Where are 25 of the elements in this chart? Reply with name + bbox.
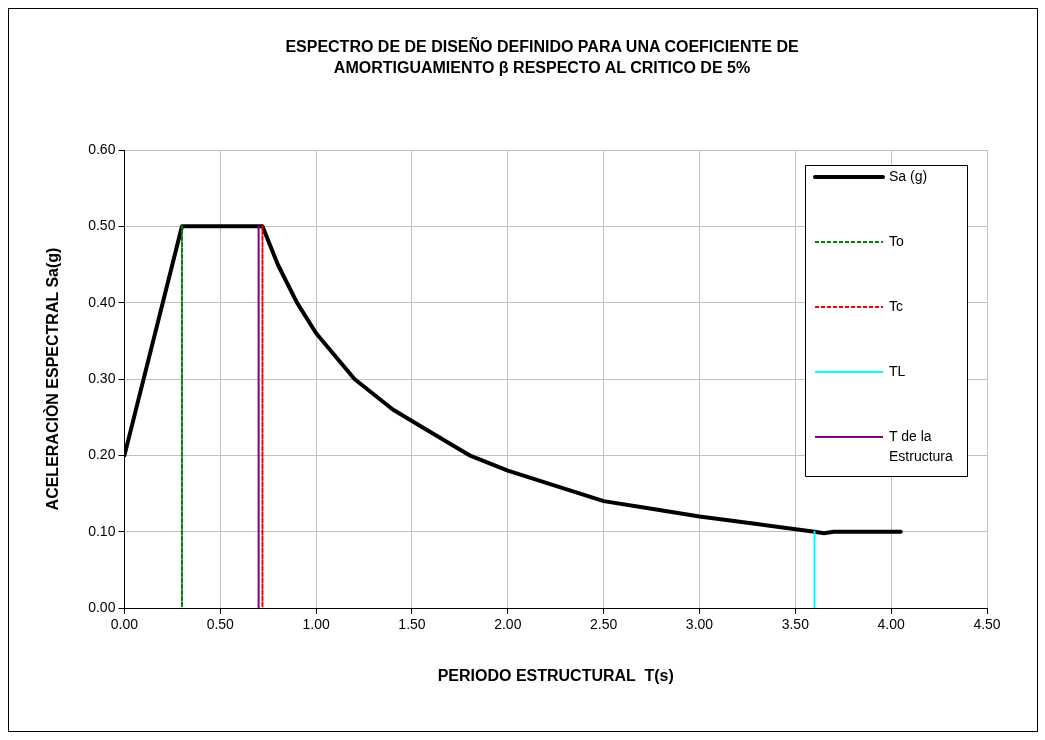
chart-title: ESPECTRO DE DE DISEÑO DEFINIDO PARA UNA COEFICIENTE DE AMORTIGUAMIENTO β RESPECTO AL CRITICO DE 5% <box>284 36 800 78</box>
x-tick-label: 1.50 <box>398 616 426 633</box>
x-tick-label: 3.00 <box>685 616 714 633</box>
legend-label: T de la Estructura <box>889 427 954 464</box>
x-tick-label: 4.00 <box>877 616 905 633</box>
y-tick-label: 0.60 <box>88 140 116 157</box>
y-tick-label: 0.40 <box>88 293 116 310</box>
y-axis-title: ACELERACIÒN ESPECTRAL Sa(g) <box>43 247 62 511</box>
x-tick-label: 2.00 <box>494 616 522 633</box>
x-tick-label: 1.00 <box>302 616 330 633</box>
legend-label: Sa (g) <box>889 167 928 184</box>
y-tick-label: 0.10 <box>88 522 116 539</box>
y-tick-label: 0.00 <box>88 598 116 615</box>
legend-label: TL <box>889 362 906 379</box>
x-axis-title: PERIODO ESTRUCTURAL T(s) <box>437 666 674 684</box>
y-tick-label: 0.20 <box>88 446 116 463</box>
y-tick-label: 0.50 <box>88 217 116 234</box>
x-tick-label: 4.50 <box>973 616 1001 633</box>
x-tick-label: 2.50 <box>590 616 618 633</box>
x-tick-label: 0.50 <box>206 616 235 633</box>
y-tick-label: 0.30 <box>88 369 116 386</box>
legend-label: To <box>889 232 904 249</box>
x-tick-label: 0.00 <box>110 616 139 633</box>
x-tick-label: 3.50 <box>781 616 810 633</box>
legend-label: Tc <box>889 297 903 314</box>
